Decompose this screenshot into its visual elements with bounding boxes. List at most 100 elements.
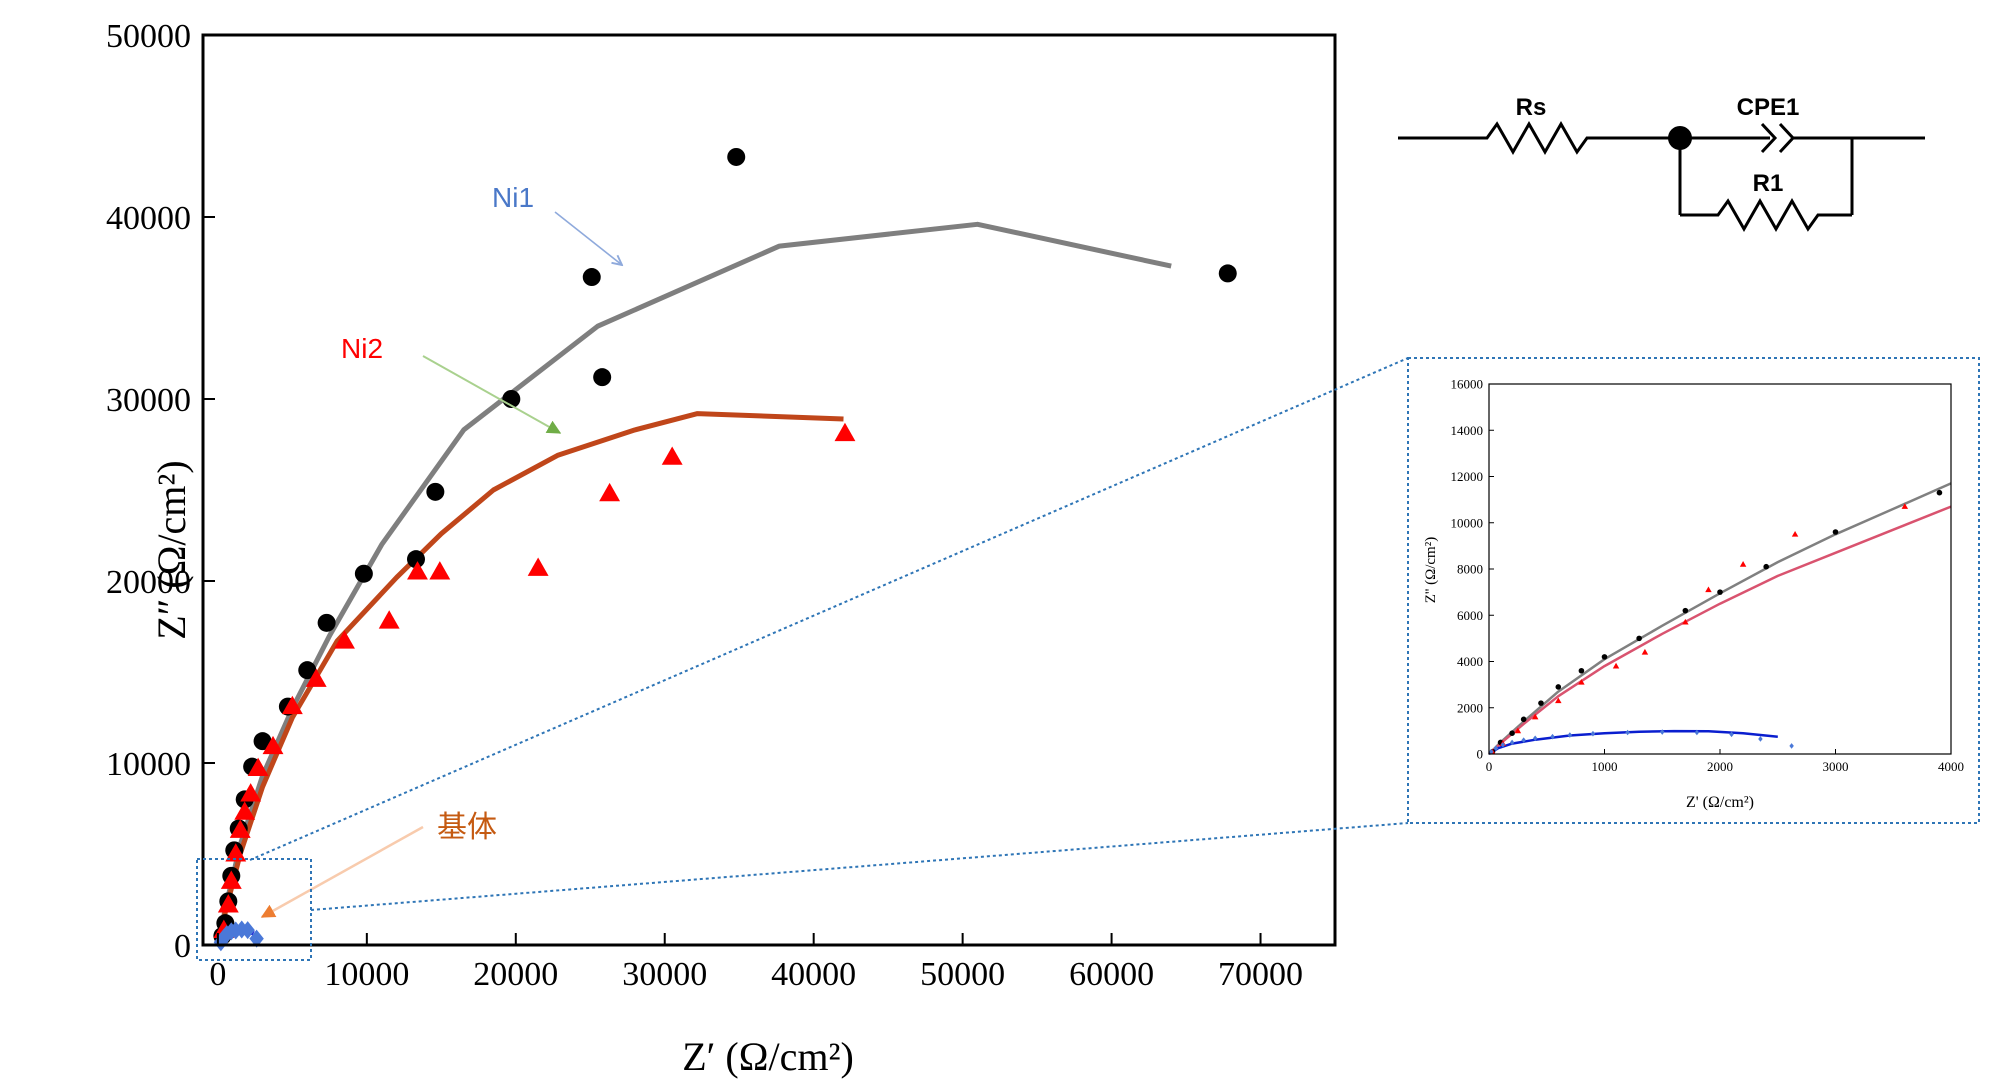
x-tick-label: 70000 xyxy=(1218,956,1303,993)
point-Ni2 xyxy=(334,630,355,649)
point-Ni1 xyxy=(1218,264,1237,283)
x-tick-label: 0 xyxy=(209,956,226,993)
point-Ni2 xyxy=(1612,662,1620,669)
inset-y-axis-label: Z'' (Ω/cm²) xyxy=(1423,537,1439,603)
x-tick-label: 20000 xyxy=(473,956,558,993)
point-基体 xyxy=(1758,736,1763,742)
point-Ni1 xyxy=(1682,607,1689,614)
point-基体 xyxy=(1729,731,1734,738)
y-tick-label: 16000 xyxy=(1451,377,1484,392)
point-基体 xyxy=(1625,729,1630,736)
point-基体 xyxy=(1660,729,1665,735)
fit-line-基体-fit xyxy=(1488,729,1778,756)
y-tick-label: 8000 xyxy=(1457,562,1483,577)
point-Ni1 xyxy=(1936,489,1943,496)
point-Ni2 xyxy=(1555,697,1562,704)
substrate-annotation-label: 基体 xyxy=(437,811,497,844)
y-tick-label: 50000 xyxy=(106,18,191,55)
x-tick-label: 4000 xyxy=(1938,759,1964,774)
point-Ni1 xyxy=(1509,730,1515,736)
r1-resistor xyxy=(1680,197,1852,233)
inset-nyquist-chart: 0 1000 2000 3000 4000 0 2000 4000 6000 8000 10000 1… xyxy=(1407,357,1980,824)
point-基体 xyxy=(1590,730,1596,737)
point-基体 xyxy=(1521,737,1526,743)
point-Ni1 xyxy=(1520,716,1527,723)
point-Ni2 xyxy=(407,561,428,580)
point-Ni1 xyxy=(354,564,373,583)
main-x-axis-label: Z′ (Ω/cm²) xyxy=(682,1034,854,1079)
point-Ni2 xyxy=(1682,618,1689,625)
fit-line-Ni2-fit xyxy=(1488,505,1952,755)
point-基体 xyxy=(1789,743,1794,749)
y-tick-label: 10000 xyxy=(1451,515,1484,530)
point-Ni1 xyxy=(727,147,746,166)
point-基体 xyxy=(240,921,255,940)
point-Ni2 xyxy=(281,695,303,715)
main-axes: 0 10000 20000 30000 40000 50000 60000 70000 0 100… xyxy=(106,18,1303,993)
x-tick-label: 10000 xyxy=(324,956,409,993)
y-tick-label: 30000 xyxy=(106,382,191,419)
main-data-points xyxy=(213,147,1237,952)
inset-axes: 0 1000 2000 3000 4000 0 2000 4000 6000 8000 10000 1… xyxy=(1451,377,1965,774)
ni1-annotation-arrow xyxy=(554,211,622,265)
inset-data-points xyxy=(1489,489,1943,755)
y-tick-label: 10000 xyxy=(106,746,191,783)
x-tick-label: 0 xyxy=(1486,759,1493,774)
point-Ni1 xyxy=(1578,667,1585,674)
point-Ni1 xyxy=(1555,684,1562,690)
point-Ni1 xyxy=(1636,635,1642,642)
point-Ni2 xyxy=(1641,648,1649,655)
x-tick-label: 1000 xyxy=(1592,759,1618,774)
point-Ni1 xyxy=(1763,563,1769,570)
y-tick-label: 4000 xyxy=(1457,654,1483,669)
y-tick-label: 40000 xyxy=(106,200,191,237)
ni2-annotation-label: Ni2 xyxy=(341,333,383,364)
point-Ni1 xyxy=(593,368,612,387)
point-基体 xyxy=(1500,741,1506,748)
y-tick-label: 12000 xyxy=(1451,469,1484,484)
substrate-annotation-arrow xyxy=(260,825,424,919)
cpe1-label: CPE1 xyxy=(1737,94,1800,121)
point-Ni1 xyxy=(298,661,317,680)
main-plot-frame xyxy=(201,33,1337,947)
main-y-axis-label: Z″ (Ω/cm²) xyxy=(149,460,194,639)
point-Ni1 xyxy=(317,613,336,632)
r1-label: R1 xyxy=(1753,170,1784,197)
point-基体 xyxy=(1532,735,1538,742)
y-tick-label: 2000 xyxy=(1457,700,1483,715)
y-tick-label: 0 xyxy=(1477,747,1484,762)
point-Ni1 xyxy=(253,732,272,751)
ni2-annotation-arrow xyxy=(422,355,562,434)
point-Ni2 xyxy=(1739,561,1747,567)
fit-line-Ni1-fit xyxy=(1488,482,1952,755)
point-Ni1 xyxy=(1717,589,1723,595)
point-基体 xyxy=(1489,748,1494,755)
point-基体 xyxy=(1567,732,1573,738)
x-tick-label: 50000 xyxy=(920,956,1005,993)
point-Ni2 xyxy=(1531,713,1539,720)
x-tick-label: 60000 xyxy=(1069,956,1154,993)
point-基体 xyxy=(1509,739,1515,746)
point-Ni2 xyxy=(262,735,284,755)
point-Ni1 xyxy=(1538,700,1544,706)
cpe-element-right xyxy=(1778,122,1796,154)
y-tick-label: 20000 xyxy=(106,564,191,601)
inset-fit-lines xyxy=(1488,482,1952,756)
point-Ni2 xyxy=(234,801,256,820)
point-基体 xyxy=(1493,745,1499,752)
ni1-annotation-label: Ni1 xyxy=(492,182,534,213)
point-Ni2 xyxy=(1901,503,1909,509)
main-nyquist-chart: 0 10000 20000 30000 40000 50000 60000 70000 0 100… xyxy=(106,18,1337,1079)
point-Ni2 xyxy=(220,870,242,889)
point-Ni2 xyxy=(225,843,247,862)
x-tick-label: 30000 xyxy=(622,956,707,993)
point-Ni1 xyxy=(1601,654,1608,660)
point-Ni2 xyxy=(834,422,856,442)
point-Ni1 xyxy=(582,268,601,287)
zoom-connector-top xyxy=(249,357,1409,861)
point-Ni2 xyxy=(599,482,621,502)
cpe-element-left xyxy=(1760,122,1778,154)
inset-x-axis-label: Z' (Ω/cm²) xyxy=(1686,794,1754,811)
point-Ni2 xyxy=(661,446,683,465)
